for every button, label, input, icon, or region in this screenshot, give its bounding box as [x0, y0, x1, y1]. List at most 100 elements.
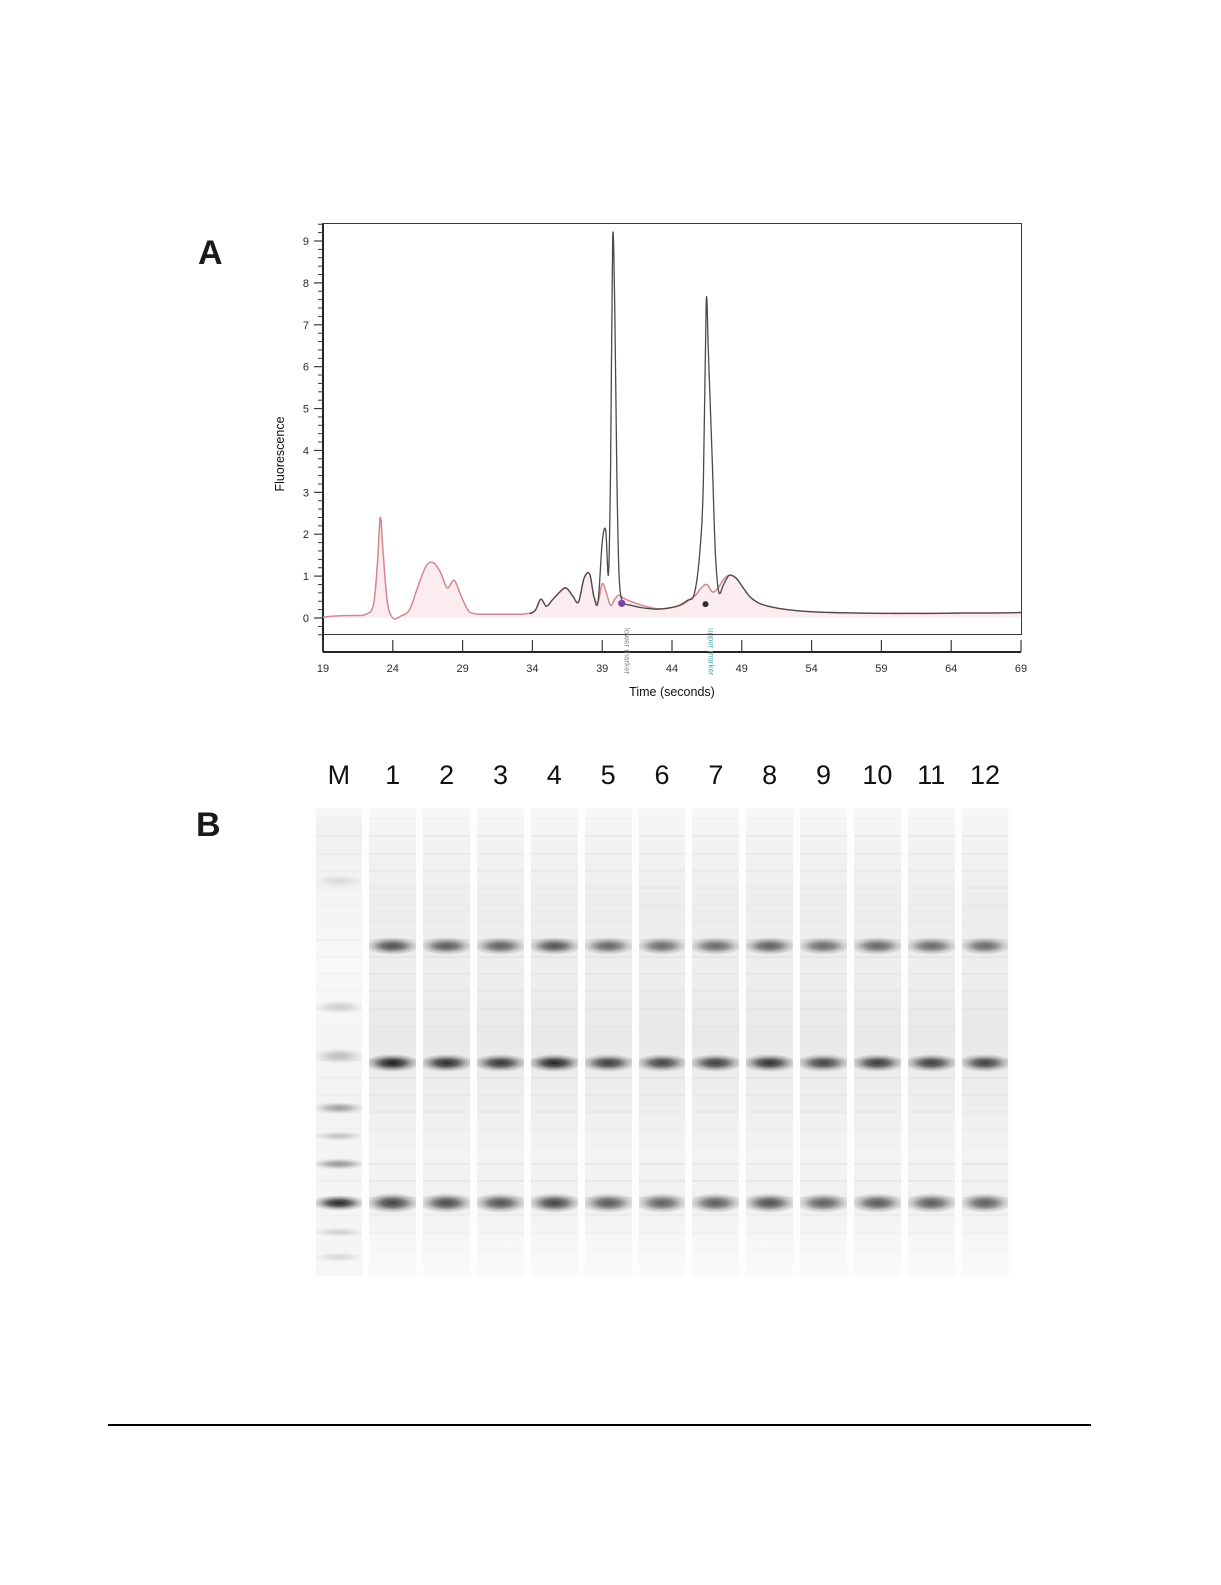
gel-streak: [316, 818, 363, 820]
gel-streak: [692, 1232, 739, 1234]
gel-lane-label-3: 3: [492, 760, 508, 790]
gel-streak: [316, 1059, 363, 1061]
gel-streak: [639, 1145, 686, 1147]
gel-band: [800, 937, 847, 956]
gel-streak: [692, 1128, 739, 1130]
gel-lane-label-row: M 1 2 3 4 5 6 7 8 9 10 11 12: [312, 760, 1012, 800]
gel-streak: [423, 853, 470, 855]
gel-streak: [854, 1094, 901, 1096]
gel-streak: [908, 1145, 955, 1147]
gel-streak: [962, 1042, 1009, 1044]
gel-streak: [477, 1077, 524, 1079]
gel-streak: [692, 853, 739, 855]
panel-b-letter: B: [196, 806, 221, 844]
gel-streak: [800, 853, 847, 855]
gel-streak: [477, 990, 524, 992]
gel-streak: [962, 1077, 1009, 1079]
gel-streak: [316, 904, 363, 906]
gel-band: [853, 937, 901, 956]
gel-lane-7: [692, 808, 740, 1276]
gel-streak: [585, 1042, 632, 1044]
gel-streak: [908, 921, 955, 923]
gel-streak: [369, 818, 416, 820]
gel-streak: [639, 870, 686, 872]
gel-band: [530, 937, 578, 956]
gel-band: [746, 1054, 794, 1073]
gel-streak: [585, 1008, 632, 1010]
gel-streak: [746, 835, 793, 837]
gel-streak: [908, 1128, 955, 1130]
gel-streak: [316, 1214, 363, 1216]
gel-lane-1: [369, 808, 417, 1276]
gel-streak: [585, 1180, 632, 1182]
gel-streak: [477, 1008, 524, 1010]
gel-streak: [531, 1025, 578, 1027]
gel-streak: [530, 938, 578, 941]
gel-streak: [961, 938, 1009, 941]
gel-band: [746, 1193, 794, 1214]
svg-text:1: 1: [303, 571, 309, 583]
gel-streak: [585, 1197, 632, 1199]
gel-streak: [746, 1232, 793, 1234]
gel-band: [692, 1193, 740, 1214]
gel-streak: [962, 973, 1009, 975]
gel-streak: [962, 1128, 1009, 1130]
gel-band: [477, 1193, 524, 1214]
svg-text:64: 64: [945, 663, 957, 675]
gel-streak: [908, 1180, 955, 1182]
gel-streak: [369, 904, 416, 906]
gel-band: [477, 1054, 524, 1073]
gel-band: [423, 1193, 471, 1214]
gel-streak: [477, 818, 524, 820]
gel-streak: [477, 1042, 524, 1044]
gel-streak: [692, 956, 739, 958]
gel-streak: [369, 887, 416, 889]
gel-streak: [369, 973, 416, 975]
gel-streak: [316, 835, 363, 837]
gel-streak: [854, 818, 901, 820]
gel-streak: [908, 1042, 955, 1044]
svg-text:39: 39: [596, 663, 608, 675]
gel-streak: [316, 1025, 363, 1027]
gel-streak: [800, 904, 847, 906]
gel-streak: [639, 1094, 686, 1096]
gel-band: [530, 1193, 578, 1214]
gel-streak: [854, 956, 901, 958]
svg-text:44: 44: [666, 663, 678, 675]
gel-streak: [423, 835, 470, 837]
gel-streak: [316, 853, 363, 855]
gel-band: [315, 1195, 363, 1212]
gel-band: [530, 1054, 578, 1073]
gel-streak: [369, 990, 416, 992]
gel-streak: [908, 1197, 955, 1199]
gel-streak: [423, 870, 470, 872]
gel-streak: [908, 870, 955, 872]
gel-streak: [477, 938, 524, 941]
svg-text:19: 19: [317, 663, 329, 675]
gel-streak: [692, 1077, 739, 1079]
gel-streak: [316, 870, 363, 872]
gel-streak: [531, 853, 578, 855]
gel-lane-label-10: 10: [862, 760, 893, 790]
gel-streak: [800, 1008, 847, 1010]
gel-streak: [854, 1025, 901, 1027]
svg-text:8: 8: [303, 278, 309, 290]
gel-streak: [423, 1232, 470, 1234]
gel-streak: [477, 904, 524, 906]
gel-streak: [746, 921, 793, 923]
gel-streak: [692, 1059, 739, 1061]
svg-text:0: 0: [303, 613, 309, 625]
gel-streak: [800, 1094, 847, 1096]
gel-streak: [746, 904, 793, 906]
gel-streak: [316, 1197, 363, 1199]
svg-text:2: 2: [303, 529, 309, 541]
gel-streak: [585, 1111, 632, 1113]
gel-band: [961, 1054, 1009, 1073]
gel-streak: [908, 1249, 955, 1251]
gel-streak: [854, 1077, 901, 1079]
gel-streak: [316, 1232, 363, 1234]
gel-lane-11: [907, 808, 955, 1276]
gel-streak: [908, 818, 955, 820]
plot-frame: [322, 223, 1022, 635]
